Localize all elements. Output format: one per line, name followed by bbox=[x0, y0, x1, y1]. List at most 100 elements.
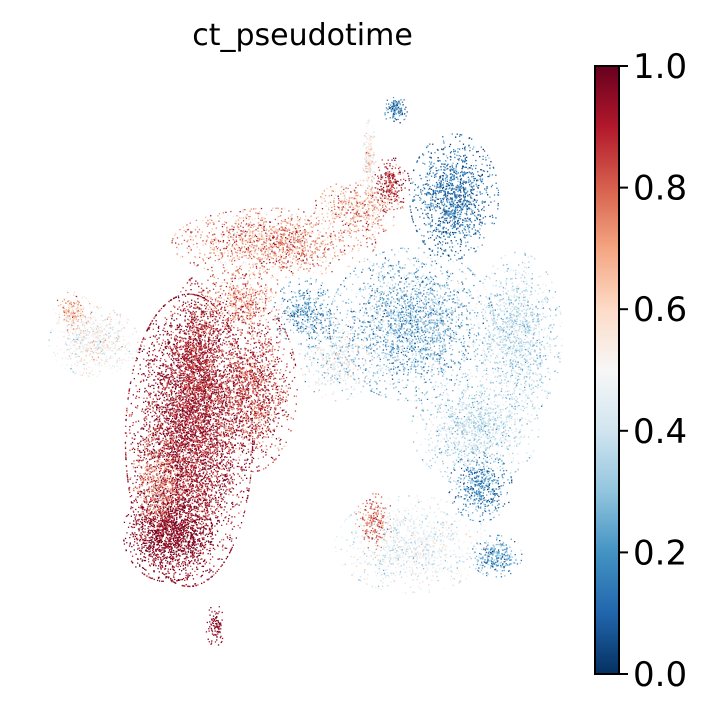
scatter-point bbox=[210, 393, 213, 395]
scatter-point bbox=[152, 432, 154, 434]
scatter-point bbox=[164, 346, 166, 349]
scatter-point bbox=[195, 496, 197, 498]
scatter-point bbox=[168, 403, 170, 406]
scatter-point bbox=[189, 505, 191, 507]
scatter-point bbox=[213, 565, 215, 567]
scatter-point bbox=[183, 504, 185, 506]
scatter-point bbox=[194, 462, 196, 464]
scatter-point bbox=[179, 453, 181, 455]
scatter-point bbox=[209, 415, 211, 417]
scatter-point bbox=[242, 396, 244, 398]
scatter-point bbox=[220, 513, 223, 515]
scatter-point bbox=[195, 506, 197, 508]
scatter-point bbox=[213, 436, 215, 438]
scatter-point bbox=[172, 512, 174, 514]
scatter-point bbox=[219, 487, 221, 489]
scatter-point bbox=[181, 496, 184, 498]
scatter-point bbox=[169, 415, 171, 417]
scatter-point bbox=[216, 380, 219, 382]
scatter-point bbox=[185, 343, 187, 346]
scatter-point bbox=[179, 436, 181, 438]
scatter-point bbox=[202, 334, 204, 336]
scatter-point bbox=[185, 312, 187, 314]
scatter-point bbox=[144, 451, 146, 453]
scatter-point bbox=[184, 308, 186, 310]
scatter-point bbox=[152, 408, 154, 410]
scatter-point bbox=[190, 565, 192, 567]
scatter-point bbox=[177, 460, 179, 463]
scatter-point bbox=[148, 403, 150, 405]
scatter-point bbox=[133, 487, 135, 490]
scatter-point bbox=[188, 479, 190, 481]
scatter-point bbox=[199, 436, 201, 438]
scatter-point bbox=[250, 411, 252, 413]
scatter-point bbox=[140, 444, 142, 446]
scatter-point bbox=[148, 326, 150, 328]
scatter-point bbox=[202, 466, 204, 468]
scatter-point bbox=[208, 505, 210, 507]
scatter-point bbox=[213, 389, 216, 391]
scatter-point bbox=[133, 489, 135, 492]
scatter-point bbox=[163, 420, 166, 422]
scatter-point bbox=[251, 423, 253, 426]
scatter-point bbox=[194, 473, 196, 475]
scatter-point bbox=[172, 430, 174, 433]
scatter-point bbox=[191, 433, 193, 436]
scatter-point bbox=[203, 351, 205, 353]
scatter-point bbox=[203, 409, 205, 411]
scatter-point bbox=[185, 472, 187, 474]
scatter-point bbox=[186, 445, 189, 447]
scatter-point bbox=[218, 489, 220, 491]
scatter-point bbox=[139, 491, 141, 493]
scatter-point bbox=[219, 443, 221, 445]
scatter-point bbox=[165, 433, 167, 435]
scatter-point bbox=[242, 479, 244, 481]
scatter-point bbox=[201, 396, 203, 398]
scatter-point bbox=[209, 562, 211, 564]
scatter-point bbox=[230, 522, 232, 525]
scatter-point bbox=[151, 443, 153, 445]
scatter-point bbox=[158, 325, 160, 328]
scatter-point bbox=[225, 533, 227, 535]
scatter-point bbox=[219, 503, 221, 506]
scatter-point bbox=[206, 350, 209, 352]
plot-title: ct_pseudotime bbox=[40, 18, 565, 53]
scatter-point bbox=[221, 450, 224, 453]
scatter-point bbox=[184, 474, 186, 476]
scatter-point bbox=[206, 489, 209, 491]
scatter-point bbox=[199, 454, 201, 457]
scatter-point bbox=[162, 439, 164, 442]
scatter-point bbox=[172, 453, 175, 455]
scatter-point bbox=[190, 470, 193, 472]
scatter-point bbox=[173, 398, 175, 400]
scatter-point bbox=[194, 583, 196, 585]
scatter-point bbox=[179, 371, 181, 373]
scatter-point bbox=[154, 316, 156, 318]
scatter-point bbox=[205, 423, 207, 425]
scatter-point bbox=[158, 416, 161, 418]
scatter-point bbox=[202, 468, 204, 470]
scatter-point bbox=[172, 444, 174, 447]
scatter-point bbox=[136, 479, 138, 481]
scatter-point bbox=[195, 475, 197, 477]
scatter-point bbox=[152, 495, 154, 497]
scatter-point bbox=[194, 559, 196, 561]
scatter-point bbox=[168, 456, 170, 459]
scatter-point bbox=[215, 343, 217, 345]
scatter-point bbox=[218, 568, 220, 571]
scatter-point bbox=[143, 348, 145, 351]
scatter-point bbox=[206, 423, 208, 425]
scatter-point bbox=[133, 365, 135, 367]
scatter-point bbox=[197, 403, 199, 405]
scatter-point bbox=[143, 451, 146, 454]
scatter-point bbox=[175, 421, 177, 423]
scatter-point bbox=[237, 403, 239, 406]
scatter-point bbox=[189, 507, 191, 509]
scatter-point bbox=[191, 367, 194, 369]
scatter-point bbox=[156, 419, 158, 421]
scatter-point bbox=[181, 356, 184, 359]
scatter-point bbox=[176, 432, 178, 434]
scatter-point bbox=[167, 422, 169, 424]
scatter-point bbox=[164, 456, 166, 458]
scatter-point bbox=[187, 395, 189, 397]
